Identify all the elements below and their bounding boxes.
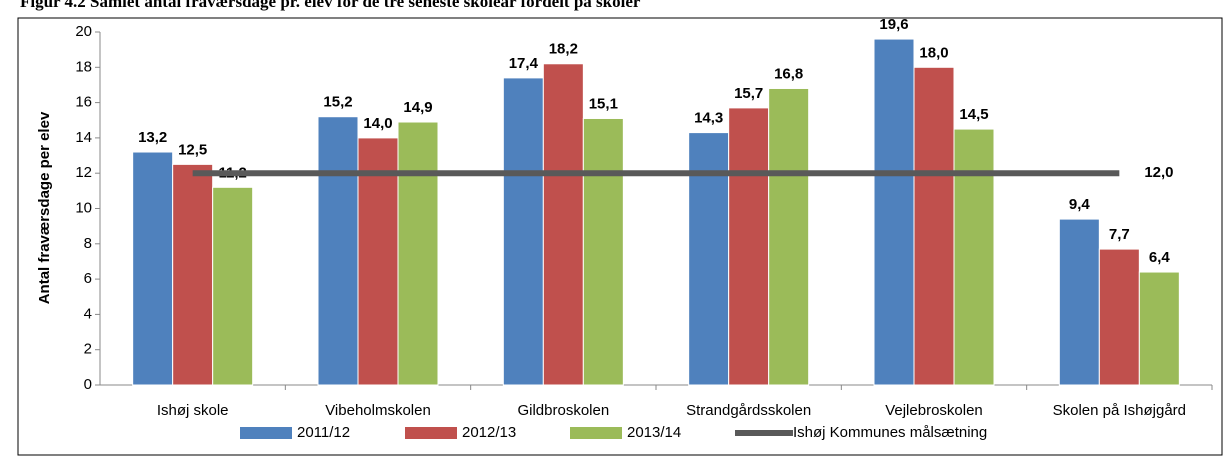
bar [953,128,995,386]
x-tick-label: Vibeholmskolen [325,402,431,419]
y-tick-label: 0 [84,376,92,393]
y-tick-label: 16 [75,94,92,111]
legend-swatch [405,427,457,439]
data-label: 15,7 [734,85,763,102]
x-tick-label: Skolen på Ishøjgård [1053,402,1186,419]
y-tick-label: 12 [75,164,92,181]
bar [873,38,915,386]
legend-label: 2011/12 [297,424,350,441]
bar [132,151,174,386]
bar [768,87,810,386]
chart-title: Figur 4.2 Samlet antal fraværsdage pr. e… [20,0,641,11]
x-tick-label: Strandgårdsskolen [686,402,811,419]
data-label: 19,6 [879,16,908,33]
data-label: 15,2 [323,94,352,111]
legend-swatch [240,427,292,439]
legend-label: 2013/14 [627,424,681,441]
data-label: 16,8 [774,65,803,82]
y-tick-label: 18 [75,58,92,75]
bar [317,116,359,386]
x-tick-label: Vejlebroskolen [885,402,983,419]
bar [582,117,624,386]
y-tick-label: 4 [84,305,92,322]
data-label: 15,1 [589,95,618,112]
bar [397,121,439,386]
y-axis-label: Antal fraværsdage per elev [36,111,53,304]
data-label: 17,4 [509,55,539,72]
bar [913,66,955,386]
bar [212,186,254,386]
x-tick-label: Ishøj skole [157,402,229,419]
chart-border [17,17,1223,456]
bar [1098,248,1140,386]
data-label: 9,4 [1069,196,1091,213]
data-label: 12,0 [1144,164,1173,181]
data-label: 6,4 [1149,249,1171,266]
y-tick-label: 20 [75,23,92,40]
data-label: 18,0 [919,44,948,61]
data-label: 13,2 [138,129,167,146]
data-label: 14,3 [694,110,723,127]
y-tick-label: 8 [84,235,92,252]
y-tick-label: 14 [75,129,92,146]
bar [172,163,214,386]
bar [357,137,399,386]
bar [1138,271,1180,386]
bar [728,107,770,386]
bar [1058,218,1100,386]
legend-label: 2012/13 [462,424,516,441]
bar [502,77,544,386]
data-label: 14,5 [959,106,988,123]
legend-label: Ishøj Kommunes målsætning [793,424,987,441]
y-tick-label: 10 [75,199,92,216]
legend-swatch [570,427,622,439]
data-label: 7,7 [1109,226,1130,243]
data-label: 18,2 [549,41,578,58]
data-label: 12,5 [178,141,207,158]
x-tick-label: Gildbroskolen [517,402,609,419]
data-label: 14,0 [363,115,392,132]
data-label: 14,9 [403,99,432,116]
y-tick-label: 6 [84,270,92,287]
bar [542,63,584,386]
y-tick-label: 2 [84,341,92,358]
